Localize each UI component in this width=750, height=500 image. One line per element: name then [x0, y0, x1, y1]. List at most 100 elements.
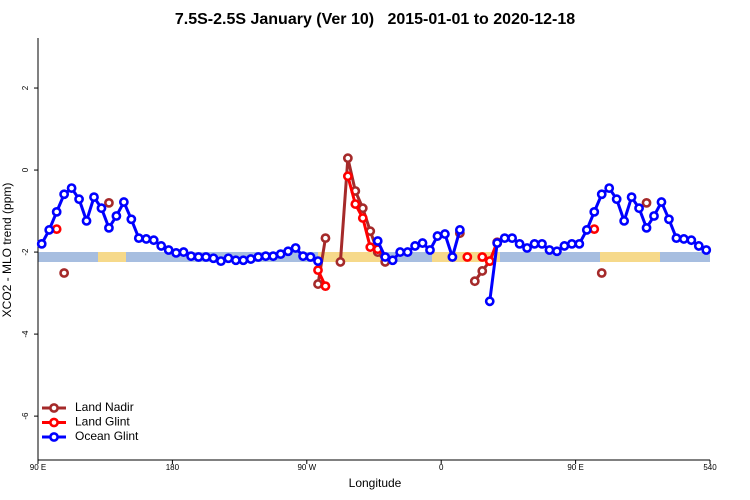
data-point — [163, 245, 174, 255]
x-tick-label: 540 — [703, 463, 717, 472]
legend-label: Land Nadir — [75, 400, 134, 414]
data-point — [201, 252, 211, 262]
data-point — [208, 253, 219, 264]
data-point — [230, 255, 241, 266]
data-point — [320, 281, 331, 292]
y-axis-label: XCO2 - MLO trend (ppm) — [0, 183, 14, 318]
data-point — [686, 235, 697, 246]
data-point — [178, 247, 189, 257]
data-point — [537, 238, 547, 249]
data-point — [484, 296, 495, 307]
legend-label: Ocean Glint — [75, 429, 139, 443]
data-point — [395, 247, 406, 257]
data-point — [260, 251, 271, 262]
data-point — [59, 268, 70, 278]
data-point — [51, 224, 62, 235]
data-point — [552, 246, 562, 257]
data-point — [96, 203, 107, 214]
data-point — [484, 256, 495, 266]
data-point — [634, 203, 644, 214]
data-point — [193, 252, 204, 262]
data-point — [626, 192, 637, 203]
data-point — [678, 234, 689, 244]
data-point — [44, 225, 55, 235]
data-point — [425, 245, 435, 255]
land-band — [600, 252, 660, 262]
data-point — [350, 199, 361, 209]
data-point — [440, 229, 450, 239]
data-point — [604, 183, 615, 193]
data-point — [649, 211, 659, 221]
y-tick-label: -6 — [21, 412, 30, 420]
data-point — [380, 252, 391, 262]
data-point — [313, 279, 323, 289]
data-point — [342, 153, 353, 164]
y-tick-label: -2 — [21, 248, 30, 256]
data-point — [111, 211, 122, 221]
data-point — [59, 189, 70, 200]
data-point — [641, 222, 652, 233]
data-point — [238, 255, 249, 266]
data-point — [417, 238, 428, 248]
x-tick-label: 90 E — [30, 463, 46, 472]
data-point — [596, 268, 607, 278]
data-point — [507, 233, 518, 244]
data-point — [454, 225, 465, 235]
data-point — [253, 252, 264, 262]
data-point — [477, 266, 488, 276]
land-band — [98, 252, 126, 262]
data-point — [462, 252, 473, 262]
data-point — [66, 183, 77, 193]
data-point — [171, 247, 182, 258]
data-point — [469, 276, 480, 287]
data-point — [589, 206, 600, 217]
data-point — [74, 194, 84, 205]
data-point — [51, 206, 62, 217]
data-point — [372, 236, 383, 246]
data-point — [529, 238, 540, 249]
data-point — [514, 238, 525, 249]
data-point — [313, 256, 323, 266]
data-point — [104, 197, 114, 208]
data-point — [432, 231, 443, 241]
data-point — [402, 247, 413, 257]
chart-title: 7.5S-2.5S January (Ver 10) 2015-01-01 to… — [175, 11, 575, 28]
data-point — [365, 242, 376, 253]
data-point — [89, 192, 99, 203]
data-point — [141, 234, 152, 244]
data-point — [447, 252, 458, 262]
data-point — [619, 216, 630, 226]
series-line — [318, 158, 647, 284]
data-point — [320, 233, 331, 244]
data-point — [298, 251, 308, 262]
data-point — [223, 253, 234, 264]
data-point — [671, 233, 682, 244]
data-point — [186, 251, 196, 262]
data-point — [410, 241, 420, 251]
data-point — [664, 214, 674, 225]
data-point — [104, 222, 114, 233]
data-point — [656, 197, 667, 207]
x-axis-label: Longitude — [349, 476, 402, 490]
data-point — [477, 252, 488, 262]
data-point — [126, 214, 137, 225]
y-tick-label: 2 — [21, 85, 30, 90]
data-point — [216, 256, 226, 266]
legend-swatch-marker — [49, 432, 59, 442]
data-point — [641, 197, 652, 208]
data-point — [245, 254, 256, 264]
data-point — [268, 251, 279, 262]
data-point — [492, 238, 503, 248]
data-point — [357, 213, 368, 223]
x-tick-label: 180 — [166, 463, 180, 472]
data-point — [275, 249, 286, 260]
data-point — [118, 197, 129, 207]
data-point — [305, 252, 316, 262]
data-point — [574, 238, 585, 249]
data-point — [611, 194, 622, 205]
legend-swatch-marker — [49, 403, 59, 413]
data-point — [596, 189, 607, 200]
data-point — [81, 216, 92, 226]
x-tick-label: 0 — [439, 463, 444, 472]
